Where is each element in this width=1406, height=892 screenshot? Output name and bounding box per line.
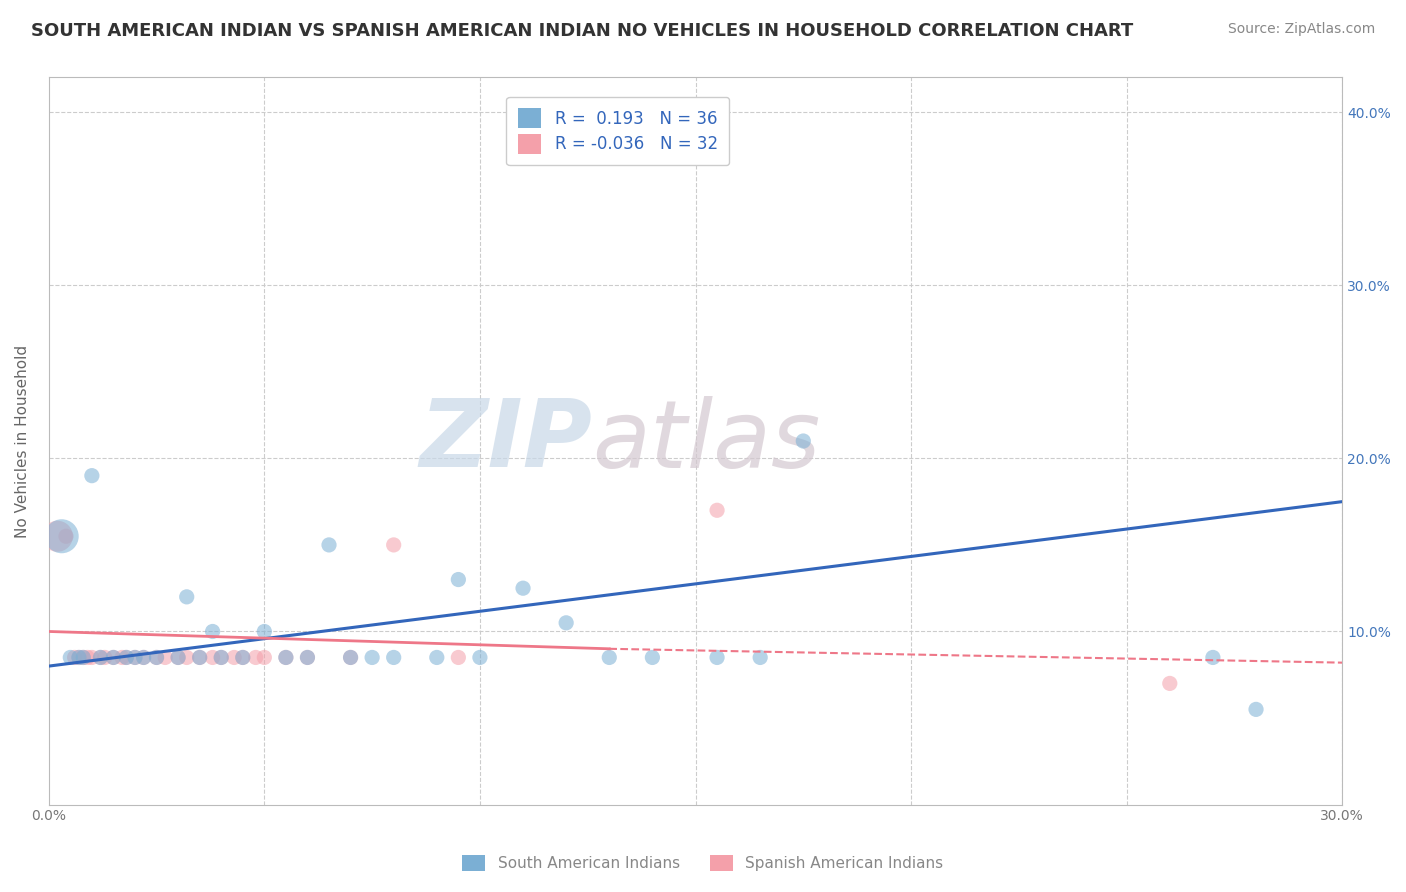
Point [89, 650, 111, 665]
Point [67, 650, 90, 665]
Point [132, 650, 155, 665]
Point [89, 650, 111, 665]
Text: atlas: atlas [592, 395, 820, 486]
Point [103, 650, 125, 665]
Point [145, 650, 167, 665]
Point [80, 650, 103, 665]
Point [297, 650, 319, 665]
Point [209, 650, 232, 665]
Point [426, 650, 449, 665]
Point [749, 650, 772, 665]
Point [555, 615, 578, 630]
Point [103, 650, 125, 665]
Point [641, 650, 664, 665]
Point [339, 650, 361, 665]
Point [111, 650, 134, 665]
Point [232, 650, 254, 665]
Point [46, 529, 69, 543]
Point [706, 650, 728, 665]
Point [706, 503, 728, 517]
Point [124, 650, 146, 665]
Y-axis label: No Vehicles in Household: No Vehicles in Household [15, 344, 30, 538]
Text: Source: ZipAtlas.com: Source: ZipAtlas.com [1227, 22, 1375, 37]
Point [447, 650, 470, 665]
Point [188, 650, 211, 665]
Point [63, 650, 86, 665]
Point [188, 650, 211, 665]
Point [1244, 702, 1267, 716]
Point [76, 650, 98, 665]
Point [382, 650, 405, 665]
Point [201, 624, 224, 639]
Point [339, 650, 361, 665]
Point [72, 650, 94, 665]
Point [124, 650, 146, 665]
Point [1159, 676, 1181, 690]
Point [176, 590, 198, 604]
Point [67, 650, 90, 665]
Point [361, 650, 384, 665]
Point [167, 650, 190, 665]
Point [245, 650, 267, 665]
Legend: R =  0.193   N = 36, R = -0.036   N = 32: R = 0.193 N = 36, R = -0.036 N = 32 [506, 96, 730, 165]
Point [72, 650, 94, 665]
Point [598, 650, 620, 665]
Point [167, 650, 190, 665]
Point [209, 650, 232, 665]
Point [115, 650, 138, 665]
Point [274, 650, 297, 665]
Point [447, 573, 470, 587]
Point [153, 650, 176, 665]
Point [297, 650, 319, 665]
Point [55, 529, 77, 543]
Point [80, 468, 103, 483]
Point [1202, 650, 1225, 665]
Text: SOUTH AMERICAN INDIAN VS SPANISH AMERICAN INDIAN NO VEHICLES IN HOUSEHOLD CORREL: SOUTH AMERICAN INDIAN VS SPANISH AMERICA… [31, 22, 1133, 40]
Point [51, 529, 73, 543]
Point [253, 624, 276, 639]
Point [232, 650, 254, 665]
Point [132, 650, 155, 665]
Point [382, 538, 405, 552]
Point [94, 650, 117, 665]
Point [468, 650, 491, 665]
Legend: South American Indians, Spanish American Indians: South American Indians, Spanish American… [457, 849, 949, 877]
Point [792, 434, 814, 448]
Point [145, 650, 167, 665]
Point [224, 650, 246, 665]
Point [201, 650, 224, 665]
Point [318, 538, 340, 552]
Point [176, 650, 198, 665]
Text: ZIP: ZIP [419, 395, 592, 487]
Point [59, 650, 82, 665]
Point [274, 650, 297, 665]
Point [253, 650, 276, 665]
Point [512, 581, 534, 595]
Point [115, 650, 138, 665]
